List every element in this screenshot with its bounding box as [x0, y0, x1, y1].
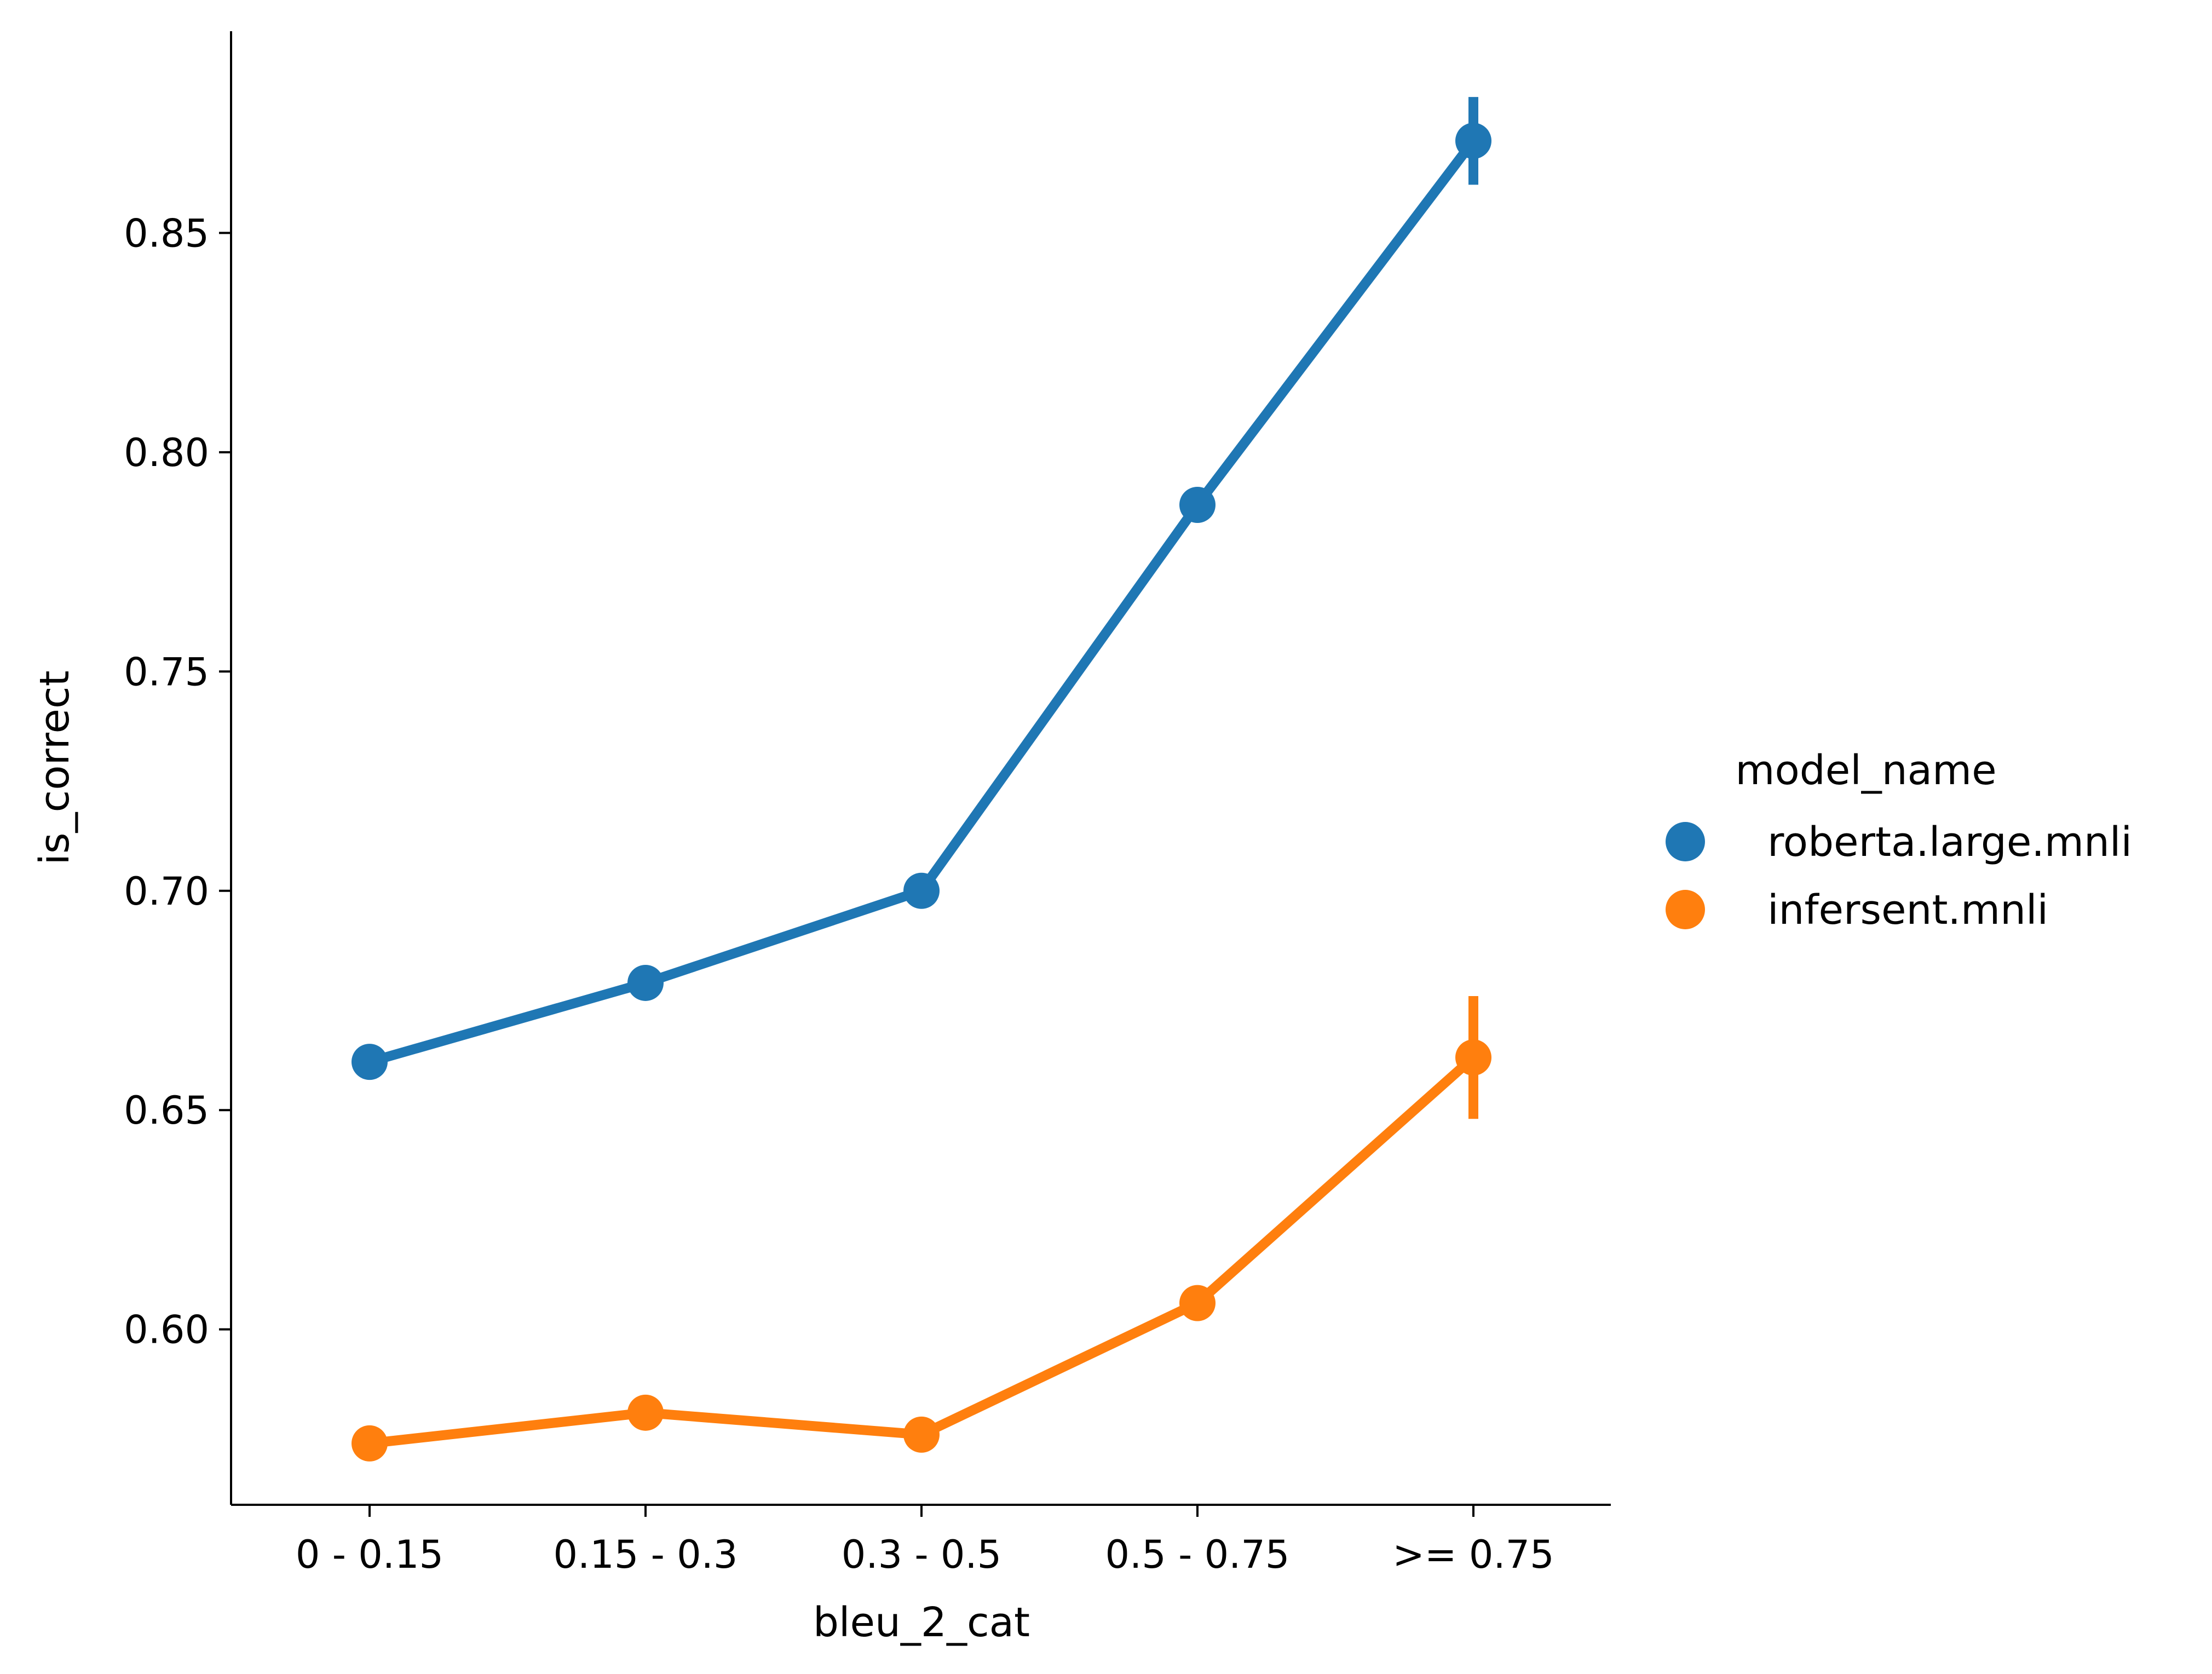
x-tick-label: 0.15 - 0.3 [554, 1532, 738, 1577]
series-roberta-large-mnli [352, 97, 1491, 1080]
data-point [352, 1044, 388, 1080]
data-point [352, 1425, 388, 1462]
data-point [1455, 1039, 1491, 1076]
x-tick-label: 0.3 - 0.5 [842, 1532, 1001, 1577]
x-tick-label: >= 0.75 [1392, 1532, 1554, 1577]
legend-label: roberta.large.mnli [1767, 819, 2132, 866]
data-point [627, 964, 664, 1001]
legend: model_name roberta.large.mnli infersent.m… [1666, 747, 2132, 934]
data-point [903, 1416, 940, 1453]
series-line [369, 1054, 1477, 1448]
legend-items: roberta.large.mnli infersent.mnli [1666, 819, 2132, 934]
data-point [903, 872, 940, 909]
legend-marker [1666, 822, 1705, 861]
y-tick-label: 0.75 [124, 649, 209, 694]
legend-marker [1666, 890, 1705, 929]
y-tick-label: 0.80 [124, 430, 209, 475]
series-layer [352, 97, 1491, 1462]
plot-area [352, 97, 1491, 1462]
data-point [1455, 123, 1491, 159]
data-point [1179, 486, 1216, 523]
y-axis-label: is_correct [31, 670, 78, 865]
y-tick-label: 0.65 [124, 1088, 209, 1133]
data-point [1179, 1285, 1216, 1321]
x-tick-label: 0.5 - 0.75 [1105, 1532, 1290, 1577]
x-axis-label: bleu_2_cat [813, 1599, 1030, 1646]
series-line [368, 137, 1478, 1067]
x-ticks: 0 - 0.15 0.15 - 0.3 0.3 - 0.5 0.5 - 0.75 >= … [296, 1505, 1554, 1577]
y-ticks: 0.60 0.65 0.70 0.75 0.80 0.85 [124, 211, 231, 1353]
x-tick-label: 0 - 0.15 [296, 1532, 443, 1577]
y-tick-label: 0.85 [124, 211, 209, 256]
axes: 0 - 0.15 0.15 - 0.3 0.3 - 0.5 0.5 - 0.75 >= … [31, 31, 1611, 1646]
y-tick-label: 0.60 [124, 1308, 209, 1353]
y-tick-label: 0.70 [124, 869, 209, 914]
data-point [627, 1394, 664, 1431]
legend-title: model_name [1735, 747, 1996, 794]
legend-label: infersent.mnli [1767, 887, 2048, 934]
series-infersent-mnli [352, 996, 1491, 1462]
